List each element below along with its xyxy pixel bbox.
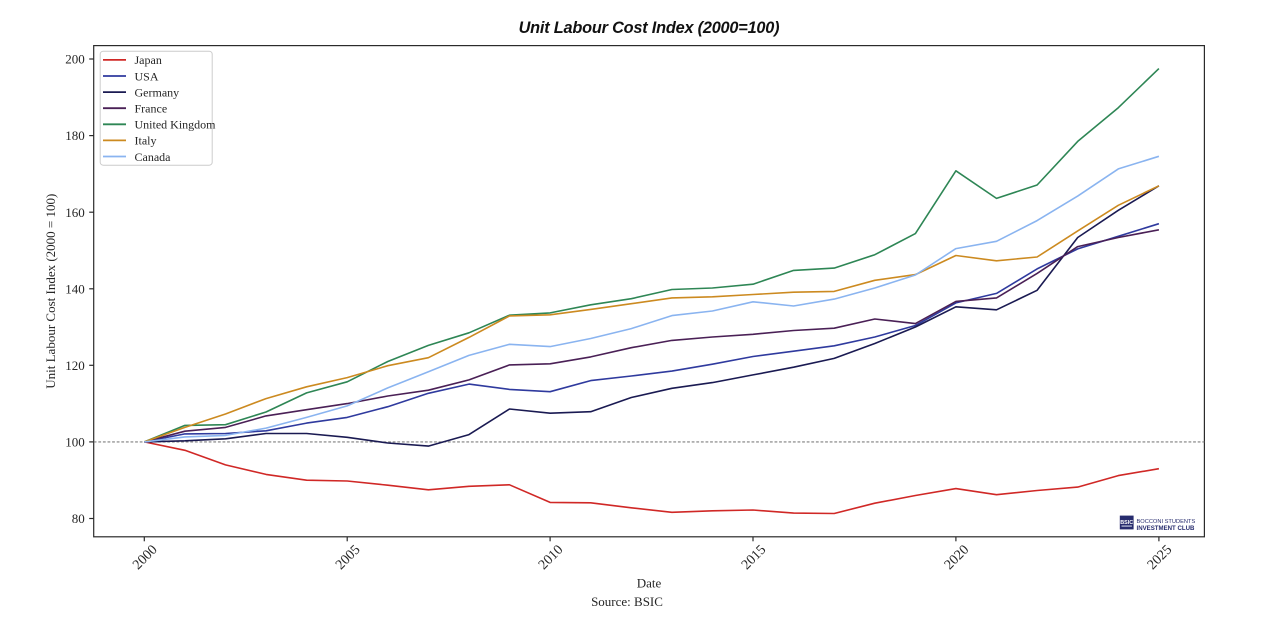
svg-text:USA: USA <box>135 69 159 83</box>
svg-text:Germany: Germany <box>135 85 180 99</box>
svg-text:Unit Labour Cost Index (2000=1: Unit Labour Cost Index (2000=100) <box>519 19 780 37</box>
svg-text:140: 140 <box>65 281 85 296</box>
svg-text:120: 120 <box>65 358 85 373</box>
svg-text:BSIC: BSIC <box>1120 520 1133 526</box>
svg-text:180: 180 <box>65 128 85 143</box>
svg-text:Date: Date <box>637 576 662 591</box>
svg-text:100: 100 <box>65 435 85 450</box>
svg-text:Italy: Italy <box>135 134 157 148</box>
svg-text:80: 80 <box>72 511 85 526</box>
svg-text:United Kingdom: United Kingdom <box>135 118 217 132</box>
svg-text:BOCCONI STUDENTS: BOCCONI STUDENTS <box>1137 519 1196 525</box>
svg-text:France: France <box>135 102 168 116</box>
svg-text:Japan: Japan <box>135 53 162 67</box>
svg-text:INVESTMENT CLUB: INVESTMENT CLUB <box>1137 525 1195 532</box>
svg-text:Canada: Canada <box>135 150 172 164</box>
svg-text:Unit Labour Cost Index (2000 =: Unit Labour Cost Index (2000 = 100) <box>43 194 58 389</box>
svg-text:Source: BSIC: Source: BSIC <box>591 594 663 609</box>
svg-text:160: 160 <box>65 205 85 220</box>
svg-text:200: 200 <box>65 52 85 67</box>
